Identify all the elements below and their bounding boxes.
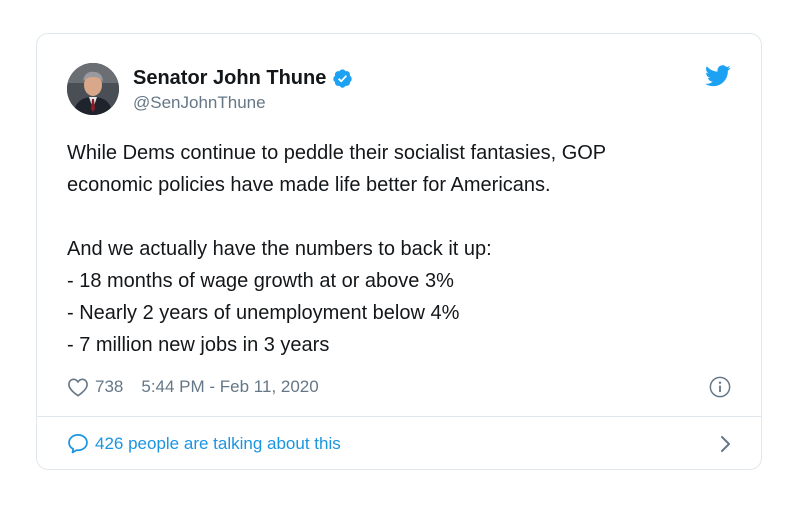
avatar-portrait-icon — [67, 63, 119, 115]
info-icon[interactable] — [709, 376, 731, 398]
tweet-text-line: - 7 million new jobs in 3 years — [67, 334, 330, 356]
chevron-right-icon[interactable] — [719, 435, 731, 453]
tweet-meta: 738 5:44 PM - Feb 11, 2020 — [67, 375, 319, 399]
tweet-text-line: - Nearly 2 years of unemployment below 4… — [67, 302, 460, 324]
tweet-text-line: And we actually have the numbers to back… — [67, 238, 492, 260]
tweet-text-line: economic policies have made life better … — [67, 174, 551, 196]
like-count[interactable]: 738 — [95, 377, 124, 396]
tweet-text-line: - 18 months of wage growth at or above 3… — [67, 270, 454, 292]
twitter-bird-icon[interactable] — [705, 65, 731, 87]
tweet-text-line: While Dems continue to peddle their soci… — [67, 142, 607, 164]
divider — [37, 416, 761, 417]
tweet-timestamp[interactable]: 5:44 PM - Feb 11, 2020 — [141, 377, 319, 396]
tweet-header: Senator John Thune @SenJohnThune — [67, 63, 731, 119]
author-handle[interactable]: @SenJohnThune — [133, 93, 266, 112]
avatar[interactable] — [67, 63, 119, 115]
tweet-card: Senator John Thune @SenJohnThune While D… — [36, 33, 762, 470]
author-display-name[interactable]: Senator John Thune — [133, 67, 327, 89]
conversation-link[interactable]: 426 people are talking about this — [67, 417, 731, 470]
speech-bubble-icon — [68, 433, 88, 454]
tweet-body: While Dems continue to peddle their soci… — [67, 137, 737, 361]
conversation-count-text[interactable]: 426 people are talking about this — [95, 433, 341, 453]
heart-icon[interactable] — [67, 377, 89, 397]
paragraph-gap — [67, 201, 737, 233]
verified-badge-icon — [333, 68, 353, 88]
author-block: Senator John Thune @SenJohnThune — [133, 65, 353, 114]
